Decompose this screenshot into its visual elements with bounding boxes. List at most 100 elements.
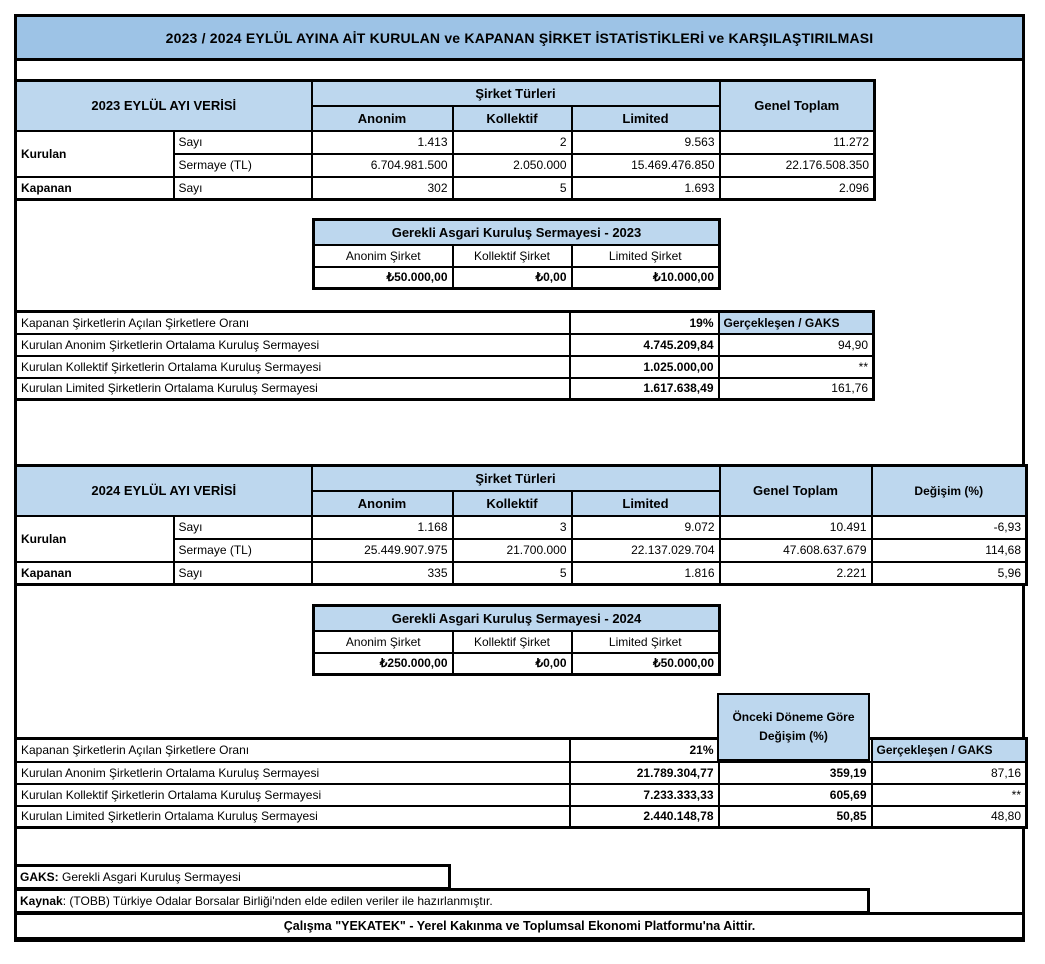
company-types-header-2024: Şirket Türleri <box>310 464 721 492</box>
ratio-gaks-value: 48,80 <box>870 804 1028 829</box>
row-group-kapanan-2023: Kapanan <box>14 175 175 201</box>
ratio-gaks-value: 87,16 <box>870 760 1028 785</box>
gaks-table-2024: Gerekli Asgari Kuruluş Sermayesi - 2024 … <box>312 604 721 676</box>
ratio-label: Kapanan Şirketlerin Açılan Şirketlere Or… <box>14 310 571 335</box>
gaks-2023-title: Gerekli Asgari Kuruluş Sermayesi - 2023 <box>312 218 721 246</box>
value-cell: 47.608.637.679 <box>718 537 873 563</box>
value-cell: 1.168 <box>310 514 454 540</box>
ratio-label: Kurulan Anonim Şirketlerin Ortalama Kuru… <box>14 332 571 357</box>
gaks-2023-col-limited: Limited Şirket <box>570 243 721 268</box>
table-2023: 2023 EYLÜL AYI VERİSİ Şirket Türleri Gen… <box>14 79 876 201</box>
table-2024: 2024 EYLÜL AYI VERİSİ Şirket Türleri Gen… <box>14 464 1028 586</box>
value-cell: 15.469.476.850 <box>570 152 721 178</box>
change-cell: 5,96 <box>870 560 1028 586</box>
change-cell: -6,93 <box>870 514 1028 540</box>
gaks-2023-val-kollektif: ₺0,00 <box>451 265 573 290</box>
value-cell: 2.050.000 <box>451 152 573 178</box>
source-note-text: : (TOBB) Türkiye Odalar Borsalar Birliği… <box>62 894 493 908</box>
value-cell: 1.816 <box>570 560 721 586</box>
gaks-note: GAKS: Gerekli Asgari Kuruluş Sermayesi <box>14 864 451 890</box>
ratio-label: Kurulan Kollektif Şirketlerin Ortalama K… <box>14 354 571 379</box>
gaks-2023-col-kollektif: Kollektif Şirket <box>451 243 573 268</box>
ratio-value: 2.440.148,78 <box>568 804 720 829</box>
gaks-note-text: Gerekli Asgari Kuruluş Sermayesi <box>58 870 241 884</box>
col-kollektif-2023: Kollektif <box>451 104 573 132</box>
ratio-value: 21.789.304,77 <box>568 760 720 785</box>
metric-label: Sayı <box>172 514 313 540</box>
value-cell: 11.272 <box>718 129 876 155</box>
gaks-table-2023: Gerekli Asgari Kuruluş Sermayesi - 2023 … <box>312 218 721 290</box>
ratio-label: Kapanan Şirketlerin Açılan Şirketlere Or… <box>14 737 571 763</box>
ratio-label: Kurulan Limited Şirketlerin Ortalama Kur… <box>14 376 571 401</box>
change-cell: 114,68 <box>870 537 1028 563</box>
change-header-2024: Değişim (%) <box>870 464 1028 517</box>
ratio-label: Kurulan Kollektif Şirketlerin Ortalama K… <box>14 782 571 807</box>
period-label-2023: 2023 EYLÜL AYI VERİSİ <box>14 79 313 132</box>
gaks-ratio-header-2023: Gerçekleşen / GAKS <box>717 310 875 335</box>
value-cell: 21.700.000 <box>451 537 573 563</box>
value-cell: 1.413 <box>310 129 454 155</box>
gaks-2024-val-anonim: ₺250.000,00 <box>312 651 454 676</box>
metric-label: Sayı <box>172 175 313 201</box>
attribution-footer: Çalışma "YEKATEK" - Yerel Kakınma ve Top… <box>14 912 1025 940</box>
gaks-ratio-header-2024: Gerçekleşen / GAKS <box>870 737 1028 763</box>
source-note-label: Kaynak <box>20 894 63 908</box>
ratio-gaks-value: ** <box>717 354 875 379</box>
gaks-2023-col-anonim: Anonim Şirket <box>312 243 454 268</box>
col-anonim-2024: Anonim <box>310 489 454 517</box>
ratio-label: Kurulan Limited Şirketlerin Ortalama Kur… <box>14 804 571 829</box>
value-cell: 6.704.981.500 <box>310 152 454 178</box>
ratios-table-2024: Kapanan Şirketlerin Açılan Şirketlere Or… <box>14 737 1028 829</box>
col-limited-2024: Limited <box>570 489 721 517</box>
value-cell: 25.449.907.975 <box>310 537 454 563</box>
gaks-note-label: GAKS: <box>20 870 59 884</box>
value-cell: 10.491 <box>718 514 873 540</box>
gaks-2024-val-kollektif: ₺0,00 <box>451 651 573 676</box>
value-cell: 2.096 <box>718 175 876 201</box>
value-cell: 9.563 <box>570 129 721 155</box>
metric-label: Sayı <box>172 560 313 586</box>
ratio-value: 4.745.209,84 <box>568 332 720 357</box>
gaks-2023-val-limited: ₺10.000,00 <box>570 265 721 290</box>
value-cell: 9.072 <box>570 514 721 540</box>
ratio-change-value: 359,19 <box>717 760 873 785</box>
gaks-2023-val-anonim: ₺50.000,00 <box>312 265 454 290</box>
value-cell: 302 <box>310 175 454 201</box>
ratio-change-value: 50,85 <box>717 804 873 829</box>
gaks-2024-col-limited: Limited Şirket <box>570 629 721 654</box>
value-cell: 2.221 <box>718 560 873 586</box>
gaks-2024-title: Gerekli Asgari Kuruluş Sermayesi - 2024 <box>312 604 721 632</box>
ratio-gaks-value: 161,76 <box>717 376 875 401</box>
source-note: Kaynak: (TOBB) Türkiye Odalar Borsalar B… <box>14 888 870 914</box>
value-cell: 3 <box>451 514 573 540</box>
report-title: 2023 / 2024 EYLÜL AYINA AİT KURULAN ve K… <box>14 14 1025 61</box>
value-cell: 5 <box>451 175 573 201</box>
gaks-2024-col-kollektif: Kollektif Şirket <box>451 629 573 654</box>
row-group-kurulan-2023: Kurulan <box>14 129 175 178</box>
col-limited-2023: Limited <box>570 104 721 132</box>
ratio-value: 7.233.333,33 <box>568 782 720 807</box>
ratio-gaks-value: 94,90 <box>717 332 875 357</box>
ratio-label: Kurulan Anonim Şirketlerin Ortalama Kuru… <box>14 760 571 785</box>
company-types-header-2023: Şirket Türleri <box>310 79 721 107</box>
metric-label: Sermaye (TL) <box>172 537 313 563</box>
ratio-value: 21% <box>568 737 720 763</box>
gaks-2024-col-anonim: Anonim Şirket <box>312 629 454 654</box>
row-group-kapanan-2024: Kapanan <box>14 560 175 586</box>
grand-total-header-2024: Genel Toplam <box>718 464 873 517</box>
value-cell: 22.176.508.350 <box>718 152 876 178</box>
ratio-value: 1.617.638,49 <box>568 376 720 401</box>
metric-label: Sayı <box>172 129 313 155</box>
metric-label: Sermaye (TL) <box>172 152 313 178</box>
value-cell: 1.693 <box>570 175 721 201</box>
ratio-value: 19% <box>568 310 720 335</box>
value-cell: 22.137.029.704 <box>570 537 721 563</box>
value-cell: 5 <box>451 560 573 586</box>
row-group-kurulan-2024: Kurulan <box>14 514 175 563</box>
gaks-2024-val-limited: ₺50.000,00 <box>570 651 721 676</box>
col-kollektif-2024: Kollektif <box>451 489 573 517</box>
ratio-change-value: 605,69 <box>717 782 873 807</box>
col-anonim-2023: Anonim <box>310 104 454 132</box>
grand-total-header-2023: Genel Toplam <box>718 79 876 132</box>
